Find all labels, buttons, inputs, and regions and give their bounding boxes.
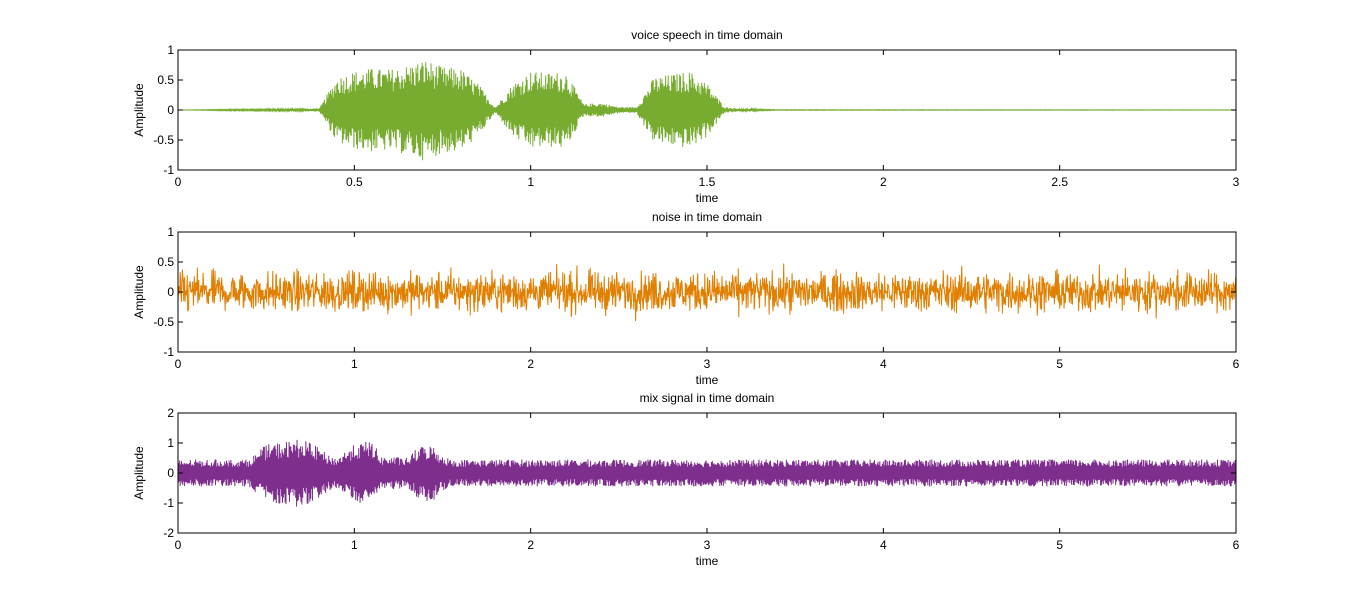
y-tick-label: 1 [167, 43, 174, 57]
x-axis-label: time [696, 554, 719, 568]
x-tick-label: 0 [175, 538, 182, 552]
y-tick-label: 0 [167, 466, 174, 480]
x-tick-label: 0 [175, 357, 182, 371]
x-axis-label: time [696, 373, 719, 387]
x-tick-label: 6 [1233, 357, 1240, 371]
y-tick-label: -0.5 [153, 133, 174, 147]
plot-title: voice speech in time domain [631, 28, 782, 42]
y-tick-label: 2 [167, 406, 174, 420]
x-tick-label: 1 [351, 538, 358, 552]
waveform-line [178, 62, 1237, 161]
x-tick-label: 6 [1233, 538, 1240, 552]
y-tick-label: 0.5 [157, 73, 174, 87]
y-tick-label: -1 [163, 345, 174, 359]
subplot-1: 0 0.5 1 1.5 2 2.5 3 -1 -0.5 0 0.5 1 voice speech in … [132, 28, 1240, 205]
plot-title: mix signal in time domain [640, 391, 775, 405]
x-tick-label: 0.5 [346, 175, 363, 189]
x-tick-label: 2 [527, 357, 534, 371]
x-tick-label: 3 [704, 357, 711, 371]
y-tick-label: 0 [167, 285, 174, 299]
y-axis-label: Amplitude [132, 446, 146, 500]
x-tick-label: 3 [1233, 175, 1240, 189]
x-tick-label: 2 [527, 538, 534, 552]
subplot-3: 0 1 2 3 4 5 6 -2 -1 0 1 2 mix signal in time domain t… [132, 391, 1240, 568]
y-tick-label: -0.5 [153, 315, 174, 329]
x-tick-label: 4 [880, 357, 887, 371]
x-axis-label: time [696, 191, 719, 205]
x-tick-label: 1 [351, 357, 358, 371]
x-tick-label: 1 [527, 175, 534, 189]
x-tick-label: 2 [880, 175, 887, 189]
waveform-line [177, 439, 1237, 507]
y-tick-label: 1 [167, 436, 174, 450]
y-axis-label: Amplitude [132, 265, 146, 319]
y-tick-label: 0 [167, 103, 174, 117]
x-tick-label: 4 [880, 538, 887, 552]
y-tick-label: 0.5 [157, 255, 174, 269]
x-tick-label: 5 [1056, 538, 1063, 552]
waveform-line [177, 263, 1237, 322]
x-tick-label: 1.5 [699, 175, 716, 189]
plot-title: noise in time domain [652, 210, 762, 224]
subplot-2: 0 1 2 3 4 5 6 -1 -0.5 0 0.5 1 noise in time domain ti… [132, 210, 1240, 387]
y-tick-label: -1 [163, 496, 174, 510]
subplots: 0 0.5 1 1.5 2 2.5 3 -1 -0.5 0 0.5 1 voice speech in … [132, 28, 1240, 568]
x-tick-label: 2.5 [1051, 175, 1068, 189]
x-tick-label: 0 [175, 175, 182, 189]
y-axis-label: Amplitude [132, 83, 146, 137]
y-tick-label: 1 [167, 225, 174, 239]
y-tick-label: -1 [163, 163, 174, 177]
y-tick-label: -2 [163, 526, 174, 540]
x-tick-label: 3 [704, 538, 711, 552]
x-tick-label: 5 [1056, 357, 1063, 371]
